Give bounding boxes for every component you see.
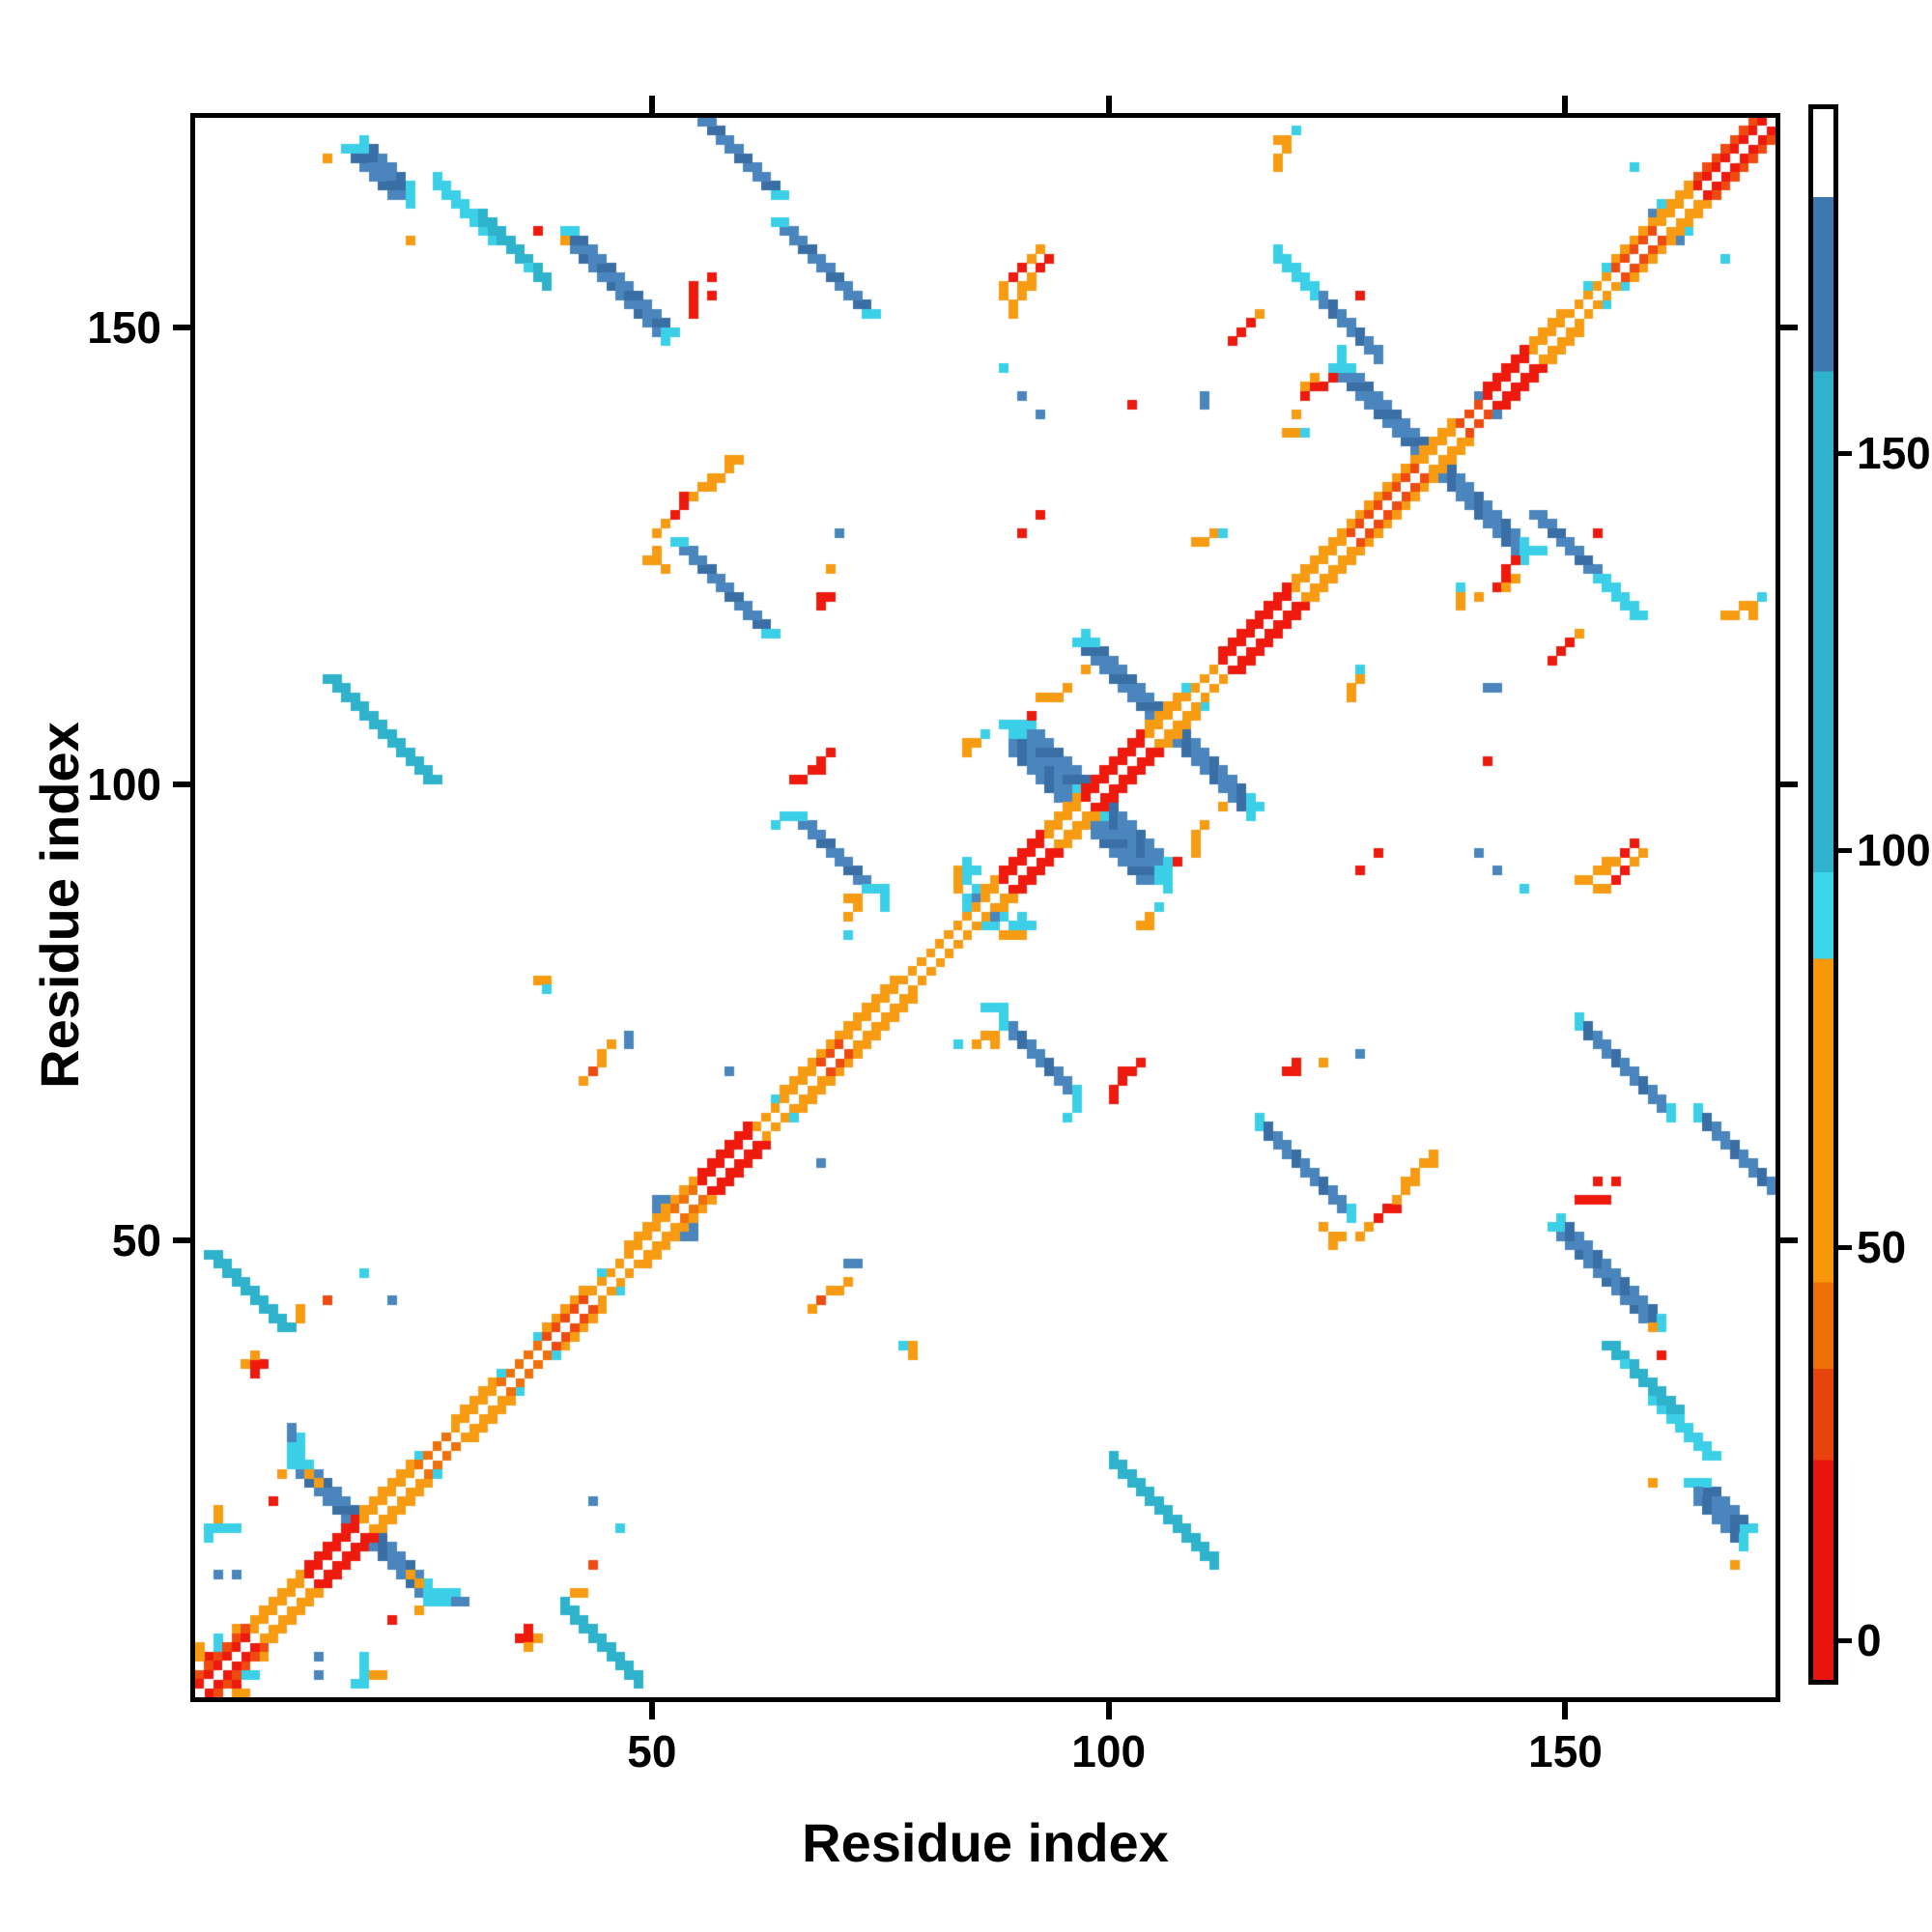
y-tick bbox=[173, 1237, 190, 1244]
colorbar-tick bbox=[1838, 1637, 1852, 1643]
colorbar-tick bbox=[1838, 847, 1852, 853]
colorbar-tick-label: 50 bbox=[1857, 1221, 1907, 1272]
x-tick-label: 100 bbox=[1071, 1726, 1147, 1776]
y-tick-right bbox=[1780, 1237, 1798, 1244]
colorbar-tick-label: 100 bbox=[1857, 824, 1931, 875]
x-tick bbox=[1562, 1702, 1569, 1719]
y-tick-right bbox=[1780, 781, 1798, 787]
colorbar-tick-label: 0 bbox=[1857, 1614, 1882, 1665]
x-tick bbox=[648, 1702, 655, 1719]
y-tick bbox=[173, 325, 190, 331]
y-tick-label: 150 bbox=[87, 302, 161, 354]
colorbar bbox=[1808, 104, 1838, 1685]
heatmap-canvas bbox=[195, 118, 1776, 1697]
x-tick-top bbox=[1562, 96, 1569, 113]
y-tick-label: 100 bbox=[87, 758, 161, 810]
x-tick-top bbox=[1105, 96, 1112, 113]
y-tick-label: 50 bbox=[111, 1215, 161, 1266]
y-axis-label: Residue index bbox=[29, 722, 90, 1089]
colorbar-gradient bbox=[1813, 109, 1833, 1680]
x-axis-label: Residue index bbox=[802, 1812, 1169, 1873]
x-tick bbox=[1105, 1702, 1112, 1719]
colorbar-tick-label: 150 bbox=[1857, 427, 1931, 478]
x-tick-label: 150 bbox=[1528, 1726, 1603, 1776]
x-tick-label: 50 bbox=[627, 1726, 677, 1776]
x-tick-top bbox=[648, 96, 655, 113]
colorbar-tick bbox=[1838, 450, 1852, 456]
y-tick bbox=[173, 781, 190, 787]
colorbar-tick bbox=[1838, 1244, 1852, 1250]
y-tick-right bbox=[1780, 325, 1798, 331]
plot-area bbox=[190, 113, 1780, 1702]
